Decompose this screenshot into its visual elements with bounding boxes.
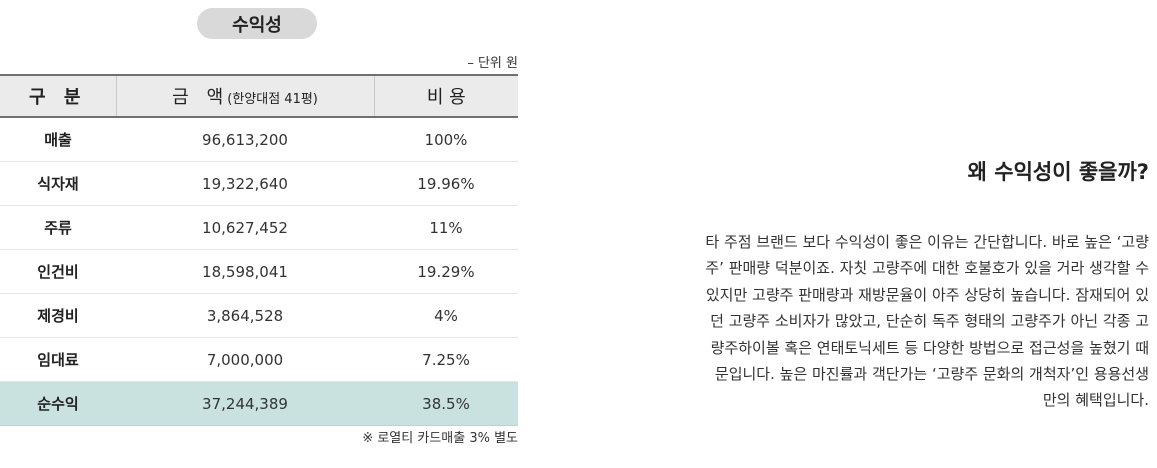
row-amount: 37,244,389 [116, 381, 374, 426]
row-amount: 96,613,200 [116, 117, 374, 162]
row-ratio: 19.29% [374, 249, 518, 294]
header-ratio: 비 용 [373, 74, 518, 118]
header-amount-sub: (한양대점 41평) [227, 92, 318, 107]
header-amount: 금 액 (한양대점 41평) [115, 74, 374, 118]
article-line: 주’ 판매량 덕분이죠. 자칫 고량주에 대한 호불호가 있을 거라 생각할 수 [705, 259, 1149, 278]
row-ratio: 19.96% [374, 161, 518, 206]
table-title: 수익성 [232, 14, 282, 36]
table-row-net-profit: 순수익 37,244,389 38.5% [0, 381, 518, 426]
row-amount: 3,864,528 [116, 293, 374, 338]
row-ratio: 7.25% [374, 337, 518, 382]
article-line: 있지만 고량주 판매량과 재방문율이 아주 상당히 높습니다. 잠재되어 있 [705, 285, 1149, 304]
row-category: 임대료 [0, 337, 116, 382]
row-ratio: 4% [374, 293, 518, 338]
table-title-badge: 수익성 [197, 8, 317, 39]
row-amount: 7,000,000 [116, 337, 374, 382]
row-category: 순수익 [0, 381, 116, 426]
royalty-note: ※ 로열티 카드매출 3% 별도 [362, 431, 518, 446]
row-category: 인건비 [0, 249, 116, 294]
table-row: 제경비 3,864,528 4% [0, 293, 518, 338]
row-amount: 19,322,640 [116, 161, 374, 206]
row-ratio: 100% [374, 117, 518, 162]
article-line: 타 주점 브랜드 보다 수익성이 좋은 이유는 간단합니다. 바로 높은 ‘고량 [705, 233, 1149, 251]
header-category: 구 분 [0, 74, 116, 118]
row-ratio: 11% [374, 205, 518, 250]
unit-note: – 단위 원 [467, 56, 518, 71]
row-amount: 10,627,452 [116, 205, 374, 250]
table-row: 매출 96,613,200 100% [0, 117, 518, 162]
table-row: 임대료 7,000,000 7.25% [0, 337, 518, 382]
article-title: 왜 수익성이 좋을까? [967, 160, 1149, 184]
row-ratio: 38.5% [374, 381, 518, 426]
row-category: 식자재 [0, 161, 116, 206]
profit-table: 구 분 금 액 (한양대점 41평) 비 용 매출 96,613,200 100%… [0, 74, 518, 426]
article-body: 타 주점 브랜드 보다 수익성이 좋은 이유는 간단합니다. 바로 높은 ‘고량… [582, 229, 1149, 414]
row-category: 제경비 [0, 293, 116, 338]
article-line: 량주하이볼 혹은 연태토닉세트 등 다양한 방법으로 접근성을 높혔기 때 [710, 338, 1149, 357]
table-row: 주류 10,627,452 11% [0, 205, 518, 250]
table-header-row: 구 분 금 액 (한양대점 41평) 비 용 [0, 74, 518, 118]
header-amount-label: 금 액 [172, 87, 224, 108]
table-row: 식자재 19,322,640 19.96% [0, 161, 518, 206]
article-line: 만의 혜택입니다. [1042, 391, 1149, 410]
article-line: 문입니다. 높은 마진률과 객단가는 ‘고량주 문화의 개척자’인 용용선생 [714, 365, 1149, 384]
row-amount: 18,598,041 [116, 249, 374, 294]
article-line: 던 고량주 소비자가 많았고, 단순히 독주 형태의 고량주가 아닌 각종 고 [710, 312, 1149, 331]
row-category: 매출 [0, 117, 116, 162]
table-row: 인건비 18,598,041 19.29% [0, 249, 518, 294]
row-category: 주류 [0, 205, 116, 250]
